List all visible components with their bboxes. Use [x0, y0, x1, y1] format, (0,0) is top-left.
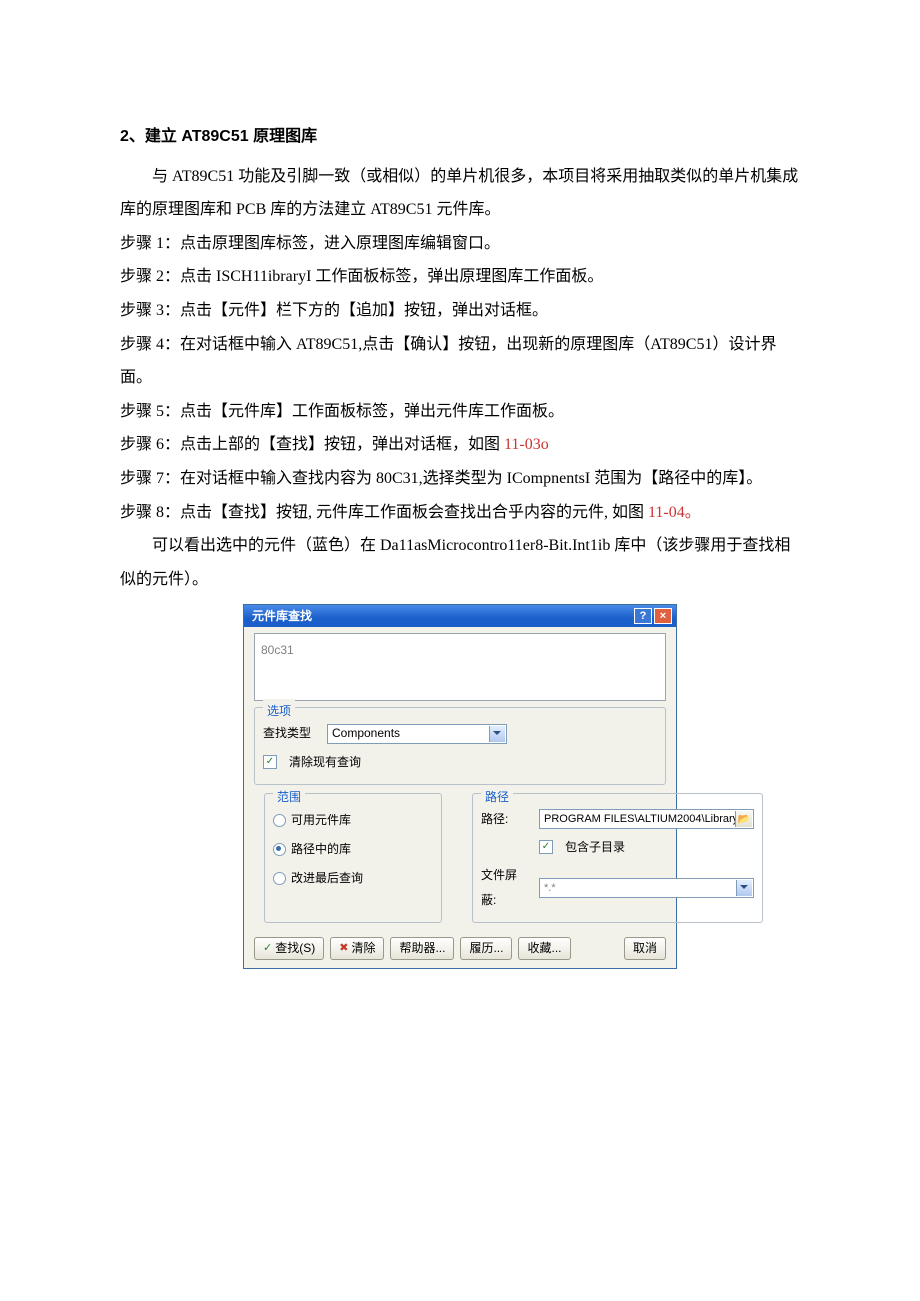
scope-group: 范围 可用元件库 路径中的库 改进最后查询 — [264, 793, 442, 924]
help-button[interactable]: ? — [634, 608, 652, 624]
dialog-title: 元件库查找 — [252, 604, 634, 629]
step-7: 步骤 7：在对话框中输入查找内容为 80C31,选择类型为 ICompnents… — [120, 462, 800, 496]
step-8-end: 。 — [685, 504, 701, 521]
options-group: 选项 查找类型 Components ✓ 清除现有查询 — [254, 707, 666, 784]
chevron-down-icon — [740, 885, 748, 889]
clear-button[interactable]: ✖ 清除 — [330, 937, 384, 960]
figure-ref-11-04: 11-04 — [648, 504, 685, 521]
radio-icon — [273, 843, 286, 856]
include-subdir-checkbox[interactable]: ✓ — [539, 840, 553, 854]
chevron-down-icon — [493, 731, 501, 735]
radio-icon — [273, 814, 286, 827]
options-group-title: 选项 — [263, 699, 295, 724]
helper-button[interactable]: 帮助器... — [390, 937, 454, 960]
path-value: PROGRAM FILES\ALTIUM2004\Library\ — [544, 809, 741, 829]
step-6-text: 步骤 6：点击上部的【查找】按钮，弹出对话框，如图 — [120, 436, 504, 453]
search-text-input[interactable]: 80c31 — [254, 633, 666, 701]
file-mask-select[interactable]: *.* — [539, 878, 754, 898]
path-group-title: 路径 — [481, 785, 513, 810]
step-5: 步骤 5：点击【元件库】工作面板标签，弹出元件库工作面板。 — [120, 395, 800, 429]
cancel-button[interactable]: 取消 — [624, 937, 666, 960]
path-label: 路径: — [481, 807, 531, 832]
step-4: 步骤 4：在对话框中输入 AT89C51,点击【确认】按钮，出现新的原理图库（A… — [120, 328, 800, 395]
search-text-value: 80c31 — [261, 643, 294, 657]
outro-paragraph: 可以看出选中的元件（蓝色）在 Da11asMicrocontro11er8-Bi… — [120, 529, 800, 596]
x-icon: ✖ — [339, 937, 348, 960]
intro-paragraph: 与 AT89C51 功能及引脚一致（或相似）的单片机很多，本项目将采用抽取类似的… — [120, 160, 800, 227]
path-input[interactable]: PROGRAM FILES\ALTIUM2004\Library\ 📂 — [539, 809, 754, 829]
scope-group-title: 范围 — [273, 785, 305, 810]
search-button[interactable]: ✓ 查找(S) — [254, 937, 324, 960]
search-type-label: 查找类型 — [263, 721, 319, 746]
step-2: 步骤 2：点击 ISCH11ibraryI 工作面板标签，弹出原理图库工作面板。 — [120, 260, 800, 294]
step-6: 步骤 6：点击上部的【查找】按钮，弹出对话框，如图 11-03o — [120, 428, 800, 462]
file-mask-value: *.* — [544, 877, 556, 900]
path-group: 路径 路径: PROGRAM FILES\ALTIUM2004\Library\… — [472, 793, 763, 924]
dialog-button-row: ✓ 查找(S) ✖ 清除 帮助器... 履历... 收藏... 取消 — [244, 931, 676, 968]
search-type-select[interactable]: Components — [327, 724, 507, 744]
dialog-titlebar[interactable]: 元件库查找 ? × — [244, 605, 676, 627]
scope-option-pathlib[interactable]: 路径中的库 — [273, 837, 433, 862]
search-type-value: Components — [332, 721, 400, 746]
favorites-button[interactable]: 收藏... — [518, 937, 570, 960]
section-heading: 2、建立 AT89C51 原理图库 — [120, 120, 800, 154]
step-3: 步骤 3：点击【元件】栏下方的【追加】按钮，弹出对话框。 — [120, 294, 800, 328]
step-8-text: 步骤 8：点击【查找】按钮, 元件库工作面板会查找出合乎内容的元件, 如图 — [120, 504, 648, 521]
clear-query-label: 清除现有查询 — [289, 750, 361, 775]
radio-icon — [273, 872, 286, 885]
scope-option-available[interactable]: 可用元件库 — [273, 808, 433, 833]
include-subdir-label: 包含子目录 — [565, 835, 625, 860]
history-button[interactable]: 履历... — [460, 937, 512, 960]
step-8: 步骤 8：点击【查找】按钮, 元件库工作面板会查找出合乎内容的元件, 如图 11… — [120, 496, 800, 530]
browse-button[interactable]: 📂 — [735, 811, 752, 827]
dialog-container: 元件库查找 ? × 80c31 选项 查找类型 Components — [120, 604, 800, 969]
step-1: 步骤 1：点击原理图库标签，进入原理图库编辑窗口。 — [120, 227, 800, 261]
scope-option-refine[interactable]: 改进最后查询 — [273, 866, 433, 891]
clear-query-checkbox[interactable]: ✓ — [263, 755, 277, 769]
close-button[interactable]: × — [654, 608, 672, 624]
document-page: 2、建立 AT89C51 原理图库 与 AT89C51 功能及引脚一致（或相似）… — [0, 0, 920, 1029]
file-mask-label: 文件屏蔽: — [481, 863, 531, 913]
library-search-dialog: 元件库查找 ? × 80c31 选项 查找类型 Components — [243, 604, 677, 969]
check-icon: ✓ — [263, 937, 272, 960]
folder-icon: 📂 — [738, 809, 750, 829]
figure-ref-11-03: 11-03o — [504, 436, 549, 453]
